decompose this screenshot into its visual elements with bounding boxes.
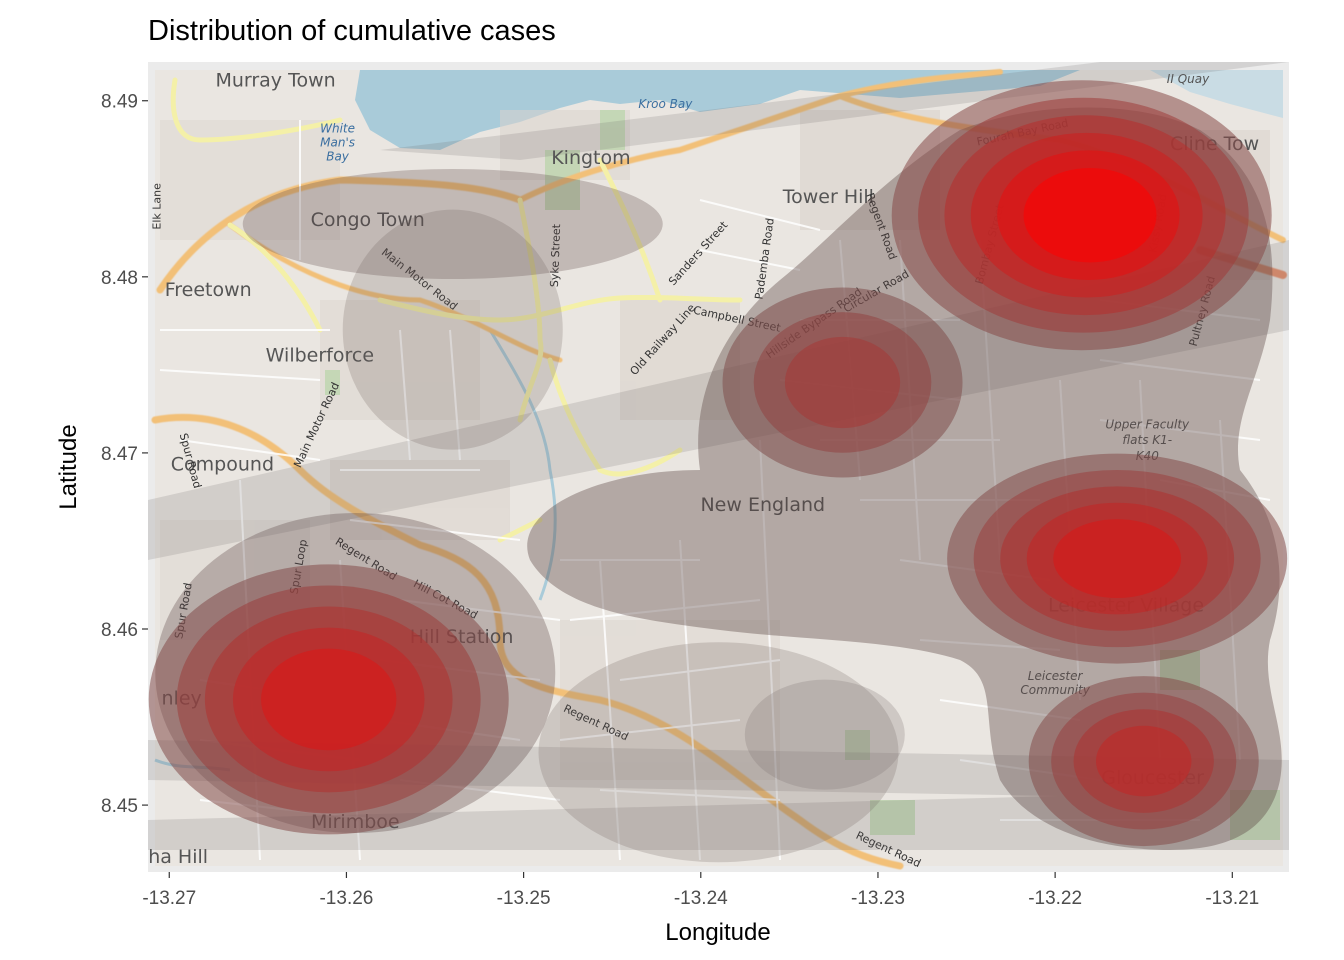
x-tick-label: -13.22 [1028,888,1082,909]
map-small-label: Community [1020,683,1090,697]
map-place-label: Congo Town [311,209,425,231]
map-place-label: New England [700,494,825,516]
density-band-0 [744,679,905,790]
x-tick-label: -13.26 [319,888,373,909]
density-band-4 [1095,725,1192,797]
map-place-label: Compound [171,454,274,476]
density-band-0 [342,209,563,450]
density-contours [148,80,1288,863]
map-place-label: Kingtom [551,147,630,169]
x-axis: -13.27 -13.26 -13.25 -13.24 -13.23 -13.22 -13.… [142,872,1259,909]
map-small-label: Upper Faculty [1105,417,1190,431]
y-tick-label: 8.48 [101,268,138,289]
y-axis-title: Latitude [55,424,82,509]
map-place-label: ha Hill [148,846,208,868]
plot-title: Distribution of cumulative cases [148,15,556,47]
map-small-label: II Quay [1167,72,1210,86]
density-band-3 [784,336,901,429]
y-tick-label: 8.49 [101,92,138,113]
sea-area-right [1150,70,1283,118]
x-tick-label: -13.25 [497,888,551,909]
density-band-0 [242,169,663,279]
y-tick-label: 8.46 [101,620,138,641]
map-small-label: flats K1- [1122,433,1172,447]
density-band-5 [1053,519,1182,599]
map-place-label: Wilberforce [266,344,374,366]
x-tick-label: -13.24 [674,888,728,909]
x-axis-title: Longitude [665,919,770,946]
sea-area [355,70,1080,150]
density-band-5 [261,648,397,751]
y-tick-label: 8.45 [101,796,138,817]
x-tick-label: -13.23 [851,888,905,909]
map-water-label: White [320,121,355,135]
map-water-label: Kroo Bay [638,97,693,111]
x-tick-label: -13.27 [142,888,196,909]
y-axis: 8.45 8.46 8.47 8.48 8.49 [101,92,148,817]
map-place-label: Freetown [165,279,252,301]
x-tick-label: -13.21 [1205,888,1259,909]
map-small-label: Leicester [1028,669,1084,683]
map-road-label: Elk Lane [150,183,163,230]
secondary-roads [170,77,743,543]
density-band-0 [538,642,899,863]
map-road-label: Syke Street [548,223,563,287]
map-place-label: Murray Town [215,70,335,92]
y-tick-label: 8.47 [101,444,138,465]
density-band-6 [1023,167,1157,263]
map-water-label: Man's [320,136,355,150]
map-water-label: Bay [326,150,350,164]
stream [488,329,557,601]
map-place-label: Tower Hill [782,186,874,208]
